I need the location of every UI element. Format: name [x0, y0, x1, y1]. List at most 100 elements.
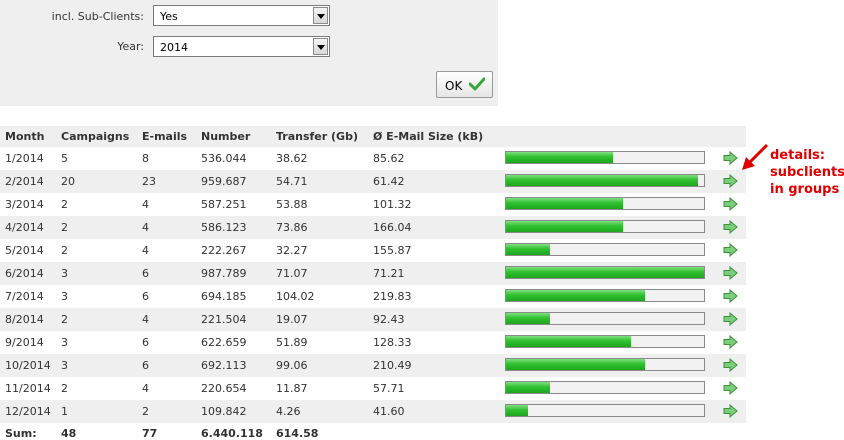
progress-bar-fill: [506, 221, 623, 232]
table-row: 11/2014 2 4 220.654 11.87 57.71: [0, 377, 746, 400]
callout-text: details: subclients in groups: [770, 147, 844, 198]
table-row: 7/2014 3 6 694.185 104.02 219.83: [0, 285, 746, 308]
cell-transfer: 19.07: [276, 313, 308, 326]
cell-month: 4/2014: [5, 221, 44, 234]
year-select[interactable]: 2014: [153, 36, 330, 57]
cell-month: 3/2014: [5, 198, 44, 211]
cell-transfer: 73.86: [276, 221, 308, 234]
arrow-right-icon[interactable]: [723, 335, 738, 349]
cell-email-size: 85.62: [373, 152, 405, 165]
progress-bar-fill: [506, 382, 550, 393]
arrow-right-icon[interactable]: [723, 404, 738, 418]
arrow-right-icon[interactable]: [723, 151, 738, 165]
cell-number: 622.659: [201, 336, 247, 349]
chevron-down-icon[interactable]: [313, 38, 328, 55]
cell-emails: 4: [142, 244, 149, 257]
cell-email-size: 166.04: [373, 221, 412, 234]
cell-emails: 4: [142, 382, 149, 395]
sum-label: Sum:: [5, 427, 37, 440]
cell-emails: 6: [142, 359, 149, 372]
table-row: 2/2014 20 23 959.687 54.71 61.42: [0, 170, 746, 193]
cell-month: 5/2014: [5, 244, 44, 257]
cell-transfer: 4.26: [276, 405, 301, 418]
arrow-right-icon[interactable]: [723, 220, 738, 234]
cell-email-size: 71.21: [373, 267, 405, 280]
progress-bar: [505, 404, 705, 417]
progress-bar: [505, 174, 705, 187]
checkmark-icon: [469, 77, 485, 91]
cell-email-size: 128.33: [373, 336, 412, 349]
table-row: 5/2014 2 4 222.267 32.27 155.87: [0, 239, 746, 262]
progress-bar: [505, 266, 705, 279]
cell-number: 222.267: [201, 244, 247, 257]
ok-button-label: OK: [445, 79, 463, 93]
cell-emails: 8: [142, 152, 149, 165]
callout-arrow-icon: [742, 143, 769, 170]
cell-number: 587.251: [201, 198, 247, 211]
cell-number: 109.842: [201, 405, 247, 418]
progress-bar: [505, 151, 705, 164]
progress-bar-fill: [506, 313, 550, 324]
cell-number: 694.185: [201, 290, 247, 303]
cell-email-size: 61.42: [373, 175, 405, 188]
cell-month: 2/2014: [5, 175, 44, 188]
subclients-select[interactable]: Yes: [153, 5, 330, 26]
cell-month: 7/2014: [5, 290, 44, 303]
progress-bar: [505, 358, 705, 371]
column-header-transfer: Transfer (Gb): [276, 130, 358, 143]
cell-transfer: 32.27: [276, 244, 308, 257]
table-row: 10/2014 3 6 692.113 99.06 210.49: [0, 354, 746, 377]
subclients-label: incl. Sub-Clients:: [51, 10, 144, 23]
cell-campaigns: 3: [61, 336, 68, 349]
table-row: 6/2014 3 6 987.789 71.07 71.21: [0, 262, 746, 285]
filter-panel: incl. Sub-Clients: Yes Year: 2014 OK: [0, 0, 498, 106]
progress-bar-fill: [506, 359, 645, 370]
cell-campaigns: 3: [61, 290, 68, 303]
cell-emails: 4: [142, 313, 149, 326]
table-row: 3/2014 2 4 587.251 53.88 101.32: [0, 193, 746, 216]
arrow-right-icon[interactable]: [723, 381, 738, 395]
progress-bar: [505, 243, 705, 256]
arrow-right-icon[interactable]: [723, 289, 738, 303]
cell-month: 8/2014: [5, 313, 44, 326]
cell-emails: 6: [142, 267, 149, 280]
column-header-month: Month: [5, 130, 45, 143]
cell-number: 987.789: [201, 267, 247, 280]
cell-month: 1/2014: [5, 152, 44, 165]
year-label: Year:: [117, 40, 144, 53]
cell-number: 221.504: [201, 313, 247, 326]
progress-bar: [505, 312, 705, 325]
table-row: 4/2014 2 4 586.123 73.86 166.04: [0, 216, 746, 239]
table-row: 8/2014 2 4 221.504 19.07 92.43: [0, 308, 746, 331]
table-row: 9/2014 3 6 622.659 51.89 128.33: [0, 331, 746, 354]
year-select-value: 2014: [160, 41, 188, 54]
subclients-select-value: Yes: [160, 10, 178, 23]
cell-email-size: 219.83: [373, 290, 412, 303]
callout-line: details:: [770, 148, 825, 163]
cell-month: 10/2014: [5, 359, 51, 372]
column-header-campaigns: Campaigns: [61, 130, 130, 143]
ok-button[interactable]: OK: [436, 71, 493, 98]
chevron-down-icon[interactable]: [313, 7, 328, 24]
arrow-right-icon[interactable]: [723, 358, 738, 372]
arrow-right-icon[interactable]: [723, 312, 738, 326]
cell-campaigns: 3: [61, 267, 68, 280]
arrow-right-icon[interactable]: [723, 174, 738, 188]
column-header-email-size: Ø E-Mail Size (kB): [373, 130, 484, 143]
arrow-right-icon[interactable]: [723, 197, 738, 211]
progress-bar-fill: [506, 405, 528, 416]
cell-emails: 2: [142, 405, 149, 418]
cell-campaigns: 2: [61, 198, 68, 211]
arrow-right-icon[interactable]: [723, 243, 738, 257]
arrow-right-icon[interactable]: [723, 266, 738, 280]
cell-campaigns: 3: [61, 359, 68, 372]
cell-number: 586.123: [201, 221, 247, 234]
cell-email-size: 101.32: [373, 198, 412, 211]
progress-bar-fill: [506, 175, 699, 186]
cell-campaigns: 2: [61, 244, 68, 257]
cell-transfer: 51.89: [276, 336, 308, 349]
cell-transfer: 71.07: [276, 267, 308, 280]
cell-campaigns: 2: [61, 382, 68, 395]
sum-transfer: 614.58: [276, 427, 319, 440]
progress-bar-fill: [506, 336, 631, 347]
